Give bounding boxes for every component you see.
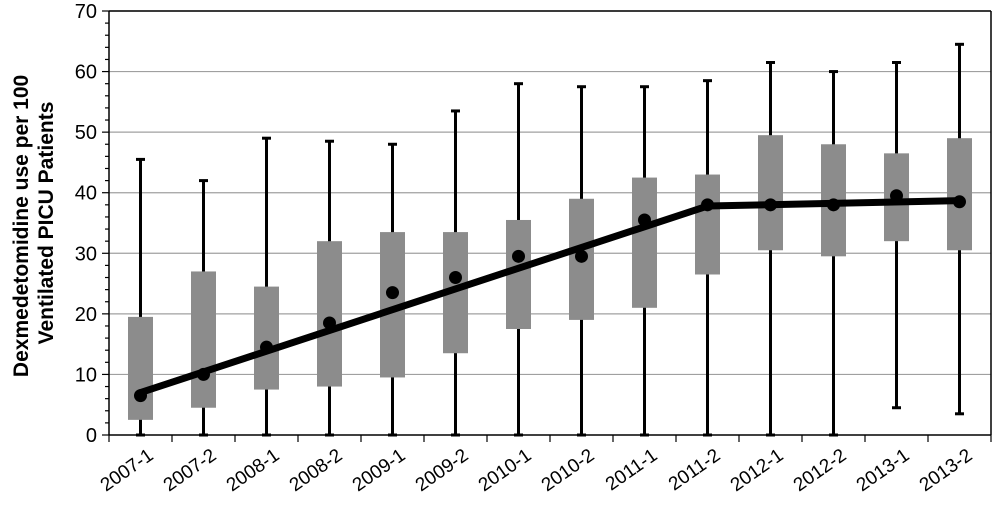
data-point — [890, 189, 903, 203]
y-tick-label: 30 — [75, 243, 97, 265]
x-tick-label: 2010-2 — [538, 445, 599, 496]
y-axis-label-line-1: Dexmedetomidine use per 100 — [10, 75, 33, 377]
y-tick-label: 10 — [75, 364, 97, 386]
box — [758, 135, 783, 251]
x-tick-labels: 2007-1 2007-2 2008-1 2008-2 2009-1 2009-2 2010… — [97, 445, 977, 496]
box — [317, 241, 342, 387]
boxes — [128, 135, 972, 420]
x-tick-label: 2008-2 — [286, 445, 347, 496]
data-point — [197, 367, 210, 381]
data-point — [386, 286, 399, 300]
data-point — [638, 213, 651, 227]
data-point — [323, 316, 336, 330]
data-point — [764, 198, 777, 212]
x-tick-label: 2008-1 — [223, 445, 284, 496]
y-tick-label: 60 — [75, 62, 97, 84]
x-tick-label: 2011-2 — [665, 445, 724, 495]
gridlines — [109, 10, 991, 376]
x-tick-label: 2012-2 — [790, 445, 851, 496]
x-tick-label: 2010-1 — [475, 445, 536, 496]
data-point — [827, 198, 840, 212]
y-tick-labels: 0 10 20 30 40 50 60 70 — [75, 1, 97, 447]
y-axis-label: Dexmedetomidine use per 100 Ventilated P… — [10, 69, 58, 377]
x-tick-label: 2013-2 — [916, 445, 977, 496]
y-tick-label: 70 — [75, 1, 97, 23]
data-point — [134, 389, 147, 403]
box — [191, 271, 216, 408]
box — [254, 286, 279, 390]
y-tick-label: 0 — [86, 425, 97, 447]
y-tick-label: 20 — [75, 304, 97, 326]
x-tick-label: 2007-2 — [160, 445, 221, 496]
axes — [102, 10, 992, 442]
data-point — [449, 271, 462, 285]
y-tick-label: 40 — [75, 183, 97, 205]
box — [947, 138, 972, 251]
x-tick-label: 2009-1 — [349, 445, 410, 496]
x-tick-label: 2012-1 — [727, 445, 788, 496]
data-point — [260, 340, 273, 354]
box — [632, 177, 657, 308]
box — [128, 316, 153, 420]
x-tick-label: 2013-1 — [853, 445, 914, 496]
median-points — [134, 189, 966, 403]
data-point — [701, 198, 714, 212]
x-tick-label: 2007-1 — [97, 445, 158, 496]
x-tick-label: 2011-1 — [602, 445, 661, 495]
y-tick-label: 50 — [75, 122, 97, 144]
y-axis-label-line-2: Ventilated PICU Patients — [35, 102, 58, 345]
data-point — [953, 195, 966, 209]
box — [695, 174, 720, 275]
data-point — [512, 249, 525, 263]
data-point — [575, 249, 588, 263]
x-tick-label: 2009-2 — [412, 445, 473, 496]
